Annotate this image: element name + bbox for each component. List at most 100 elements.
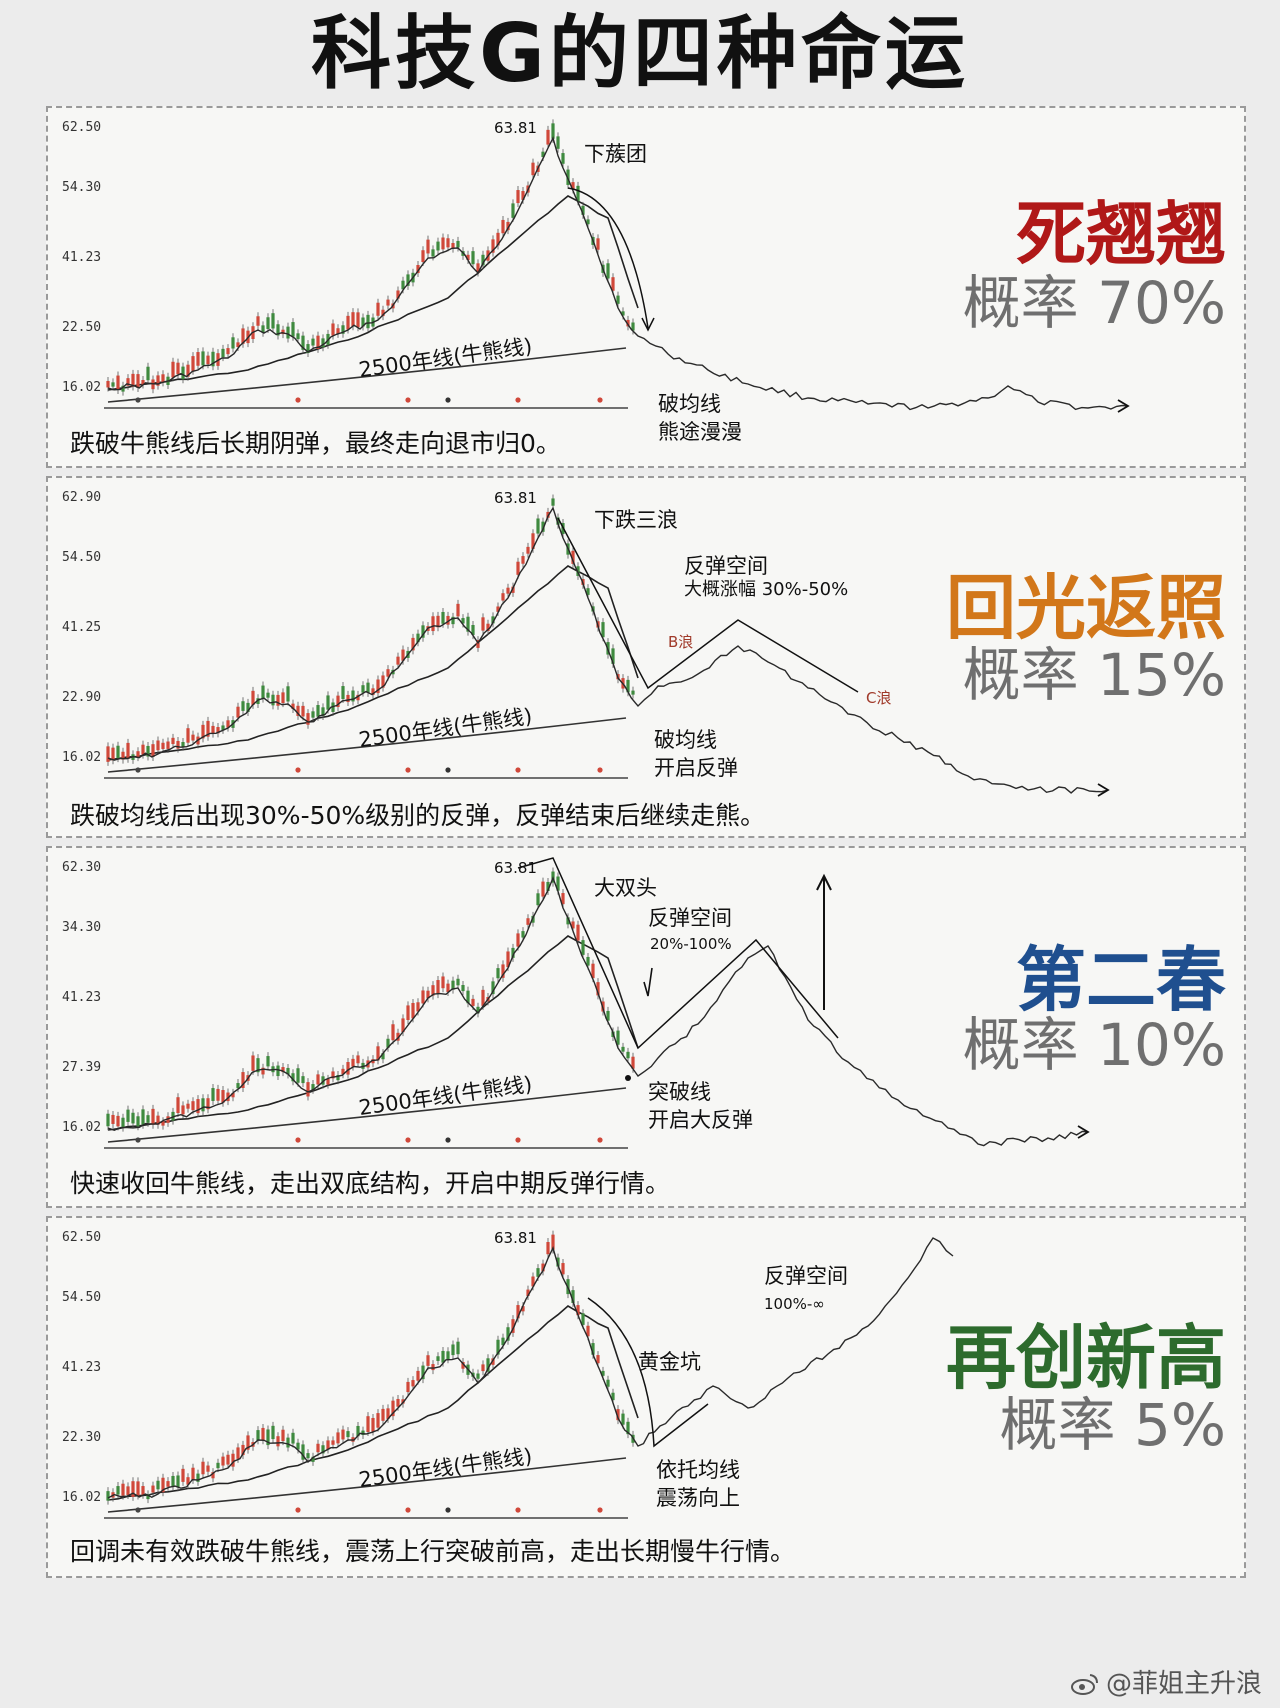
candle-body: [451, 616, 455, 625]
annotation-5: 开启大反弹: [648, 1108, 753, 1132]
candle-body: [401, 1018, 405, 1033]
candle-body: [306, 713, 310, 725]
candle-body: [256, 698, 260, 704]
candle-body: [351, 312, 355, 327]
candle-body: [596, 1355, 600, 1364]
peak-label: 63.81: [494, 489, 537, 507]
candle-body: [591, 963, 595, 979]
candle-body: [416, 1002, 420, 1012]
candle-body: [316, 1443, 320, 1453]
candle-body: [201, 1098, 205, 1112]
candle-body: [611, 277, 615, 291]
candle-body: [236, 706, 240, 718]
candle-body: [261, 1427, 265, 1441]
candle-body: [361, 685, 365, 693]
page-title: 科技G的四种命运: [311, 7, 969, 100]
candle-body: [431, 616, 435, 632]
candle-body: [216, 1088, 220, 1101]
candle-body: [281, 1429, 285, 1442]
axis-marker: [295, 1137, 301, 1143]
candle-body: [451, 980, 455, 990]
candle-body: [276, 1065, 280, 1077]
candle-body: [241, 328, 245, 344]
candle-body: [471, 998, 475, 1006]
candle-body: [121, 1117, 125, 1128]
candle-body: [116, 375, 120, 390]
annotation-3: 大概涨幅 30%-50%: [684, 579, 849, 600]
candle-body: [376, 302, 380, 316]
bull-bear-line: [107, 347, 627, 403]
candle-body: [571, 550, 575, 564]
candle-body: [416, 633, 420, 643]
candle-body: [151, 1108, 155, 1125]
candle-body: [511, 203, 515, 218]
candle-body: [521, 191, 525, 200]
candle-body: [501, 964, 505, 978]
candle-body: [241, 1072, 245, 1088]
candle-body: [521, 931, 525, 938]
candle-body: [311, 1084, 315, 1090]
candle-body: [161, 1477, 165, 1493]
peak-label: 63.81: [494, 859, 537, 877]
candle-body: [236, 1447, 240, 1459]
candle-body: [586, 1325, 590, 1337]
candle-body: [496, 968, 500, 979]
axis-marker: [135, 397, 141, 403]
fate-probability: 概率 15%: [962, 641, 1226, 709]
candle-body: [291, 703, 295, 710]
candle-body: [146, 1115, 150, 1123]
candle-body: [386, 1038, 390, 1048]
candle-body: [141, 1486, 145, 1495]
candle-body: [321, 1445, 325, 1454]
candle-body: [476, 1373, 480, 1379]
candle-body: [181, 742, 185, 747]
candle-body: [116, 1115, 120, 1127]
candle-body: [486, 1358, 490, 1372]
candle-body: [301, 1076, 305, 1084]
candle-body: [476, 1006, 480, 1014]
candle-body: [626, 1051, 630, 1059]
candle-body: [446, 983, 450, 992]
candle-body: [576, 1305, 580, 1316]
axis-marker: [597, 1137, 603, 1143]
candle-body: [431, 249, 435, 257]
annotation-4: 破均线: [654, 728, 717, 752]
candle-body: [506, 221, 510, 231]
candle-body: [146, 1494, 150, 1500]
candle-body: [166, 1481, 170, 1487]
candle-body: [456, 603, 460, 617]
candle-body: [366, 682, 370, 693]
candle-body: [561, 1263, 565, 1275]
candle-body: [551, 1234, 555, 1250]
candle-body: [216, 727, 220, 734]
annotation-1: 下跌三浪: [594, 508, 678, 532]
candle-body: [156, 1480, 160, 1490]
candle-body: [626, 319, 630, 327]
candle-body: [306, 1082, 310, 1097]
candle-body: [361, 317, 365, 327]
candle-body: [341, 1068, 345, 1075]
candle-body: [376, 1413, 380, 1428]
candle-body: [411, 637, 415, 651]
annotation-1: 下蔟团: [584, 142, 647, 166]
fate-probability: 概率 10%: [962, 1011, 1226, 1079]
candle-body: [286, 1437, 290, 1448]
candle-body: [116, 745, 120, 759]
axis-marker: [597, 1507, 603, 1513]
candle-body: [436, 1356, 440, 1361]
candle-body: [381, 675, 385, 688]
double-top-outline: [517, 857, 839, 1050]
candle-body: [161, 1121, 165, 1126]
candle-body: [251, 690, 255, 705]
annotation-1: 大双头: [594, 876, 657, 900]
candle-body: [561, 893, 565, 905]
candle-body: [536, 1268, 540, 1277]
axis-marker: [405, 397, 411, 403]
peak-label: 63.81: [494, 119, 537, 137]
candle-body: [311, 338, 315, 346]
candle-body: [331, 1440, 335, 1445]
candle-body: [546, 129, 550, 145]
candle-body: [136, 751, 140, 758]
candle-body: [271, 313, 275, 329]
candle-body: [211, 725, 215, 734]
